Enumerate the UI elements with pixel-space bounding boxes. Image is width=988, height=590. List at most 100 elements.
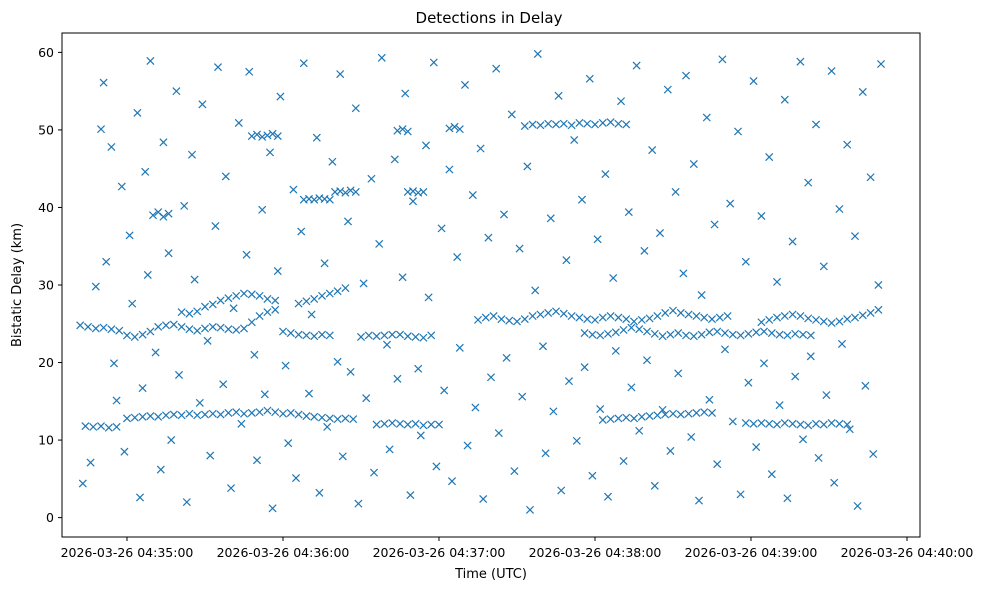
data-point	[232, 408, 241, 417]
data-point	[89, 422, 98, 431]
data-point	[476, 144, 485, 153]
data-point	[81, 422, 90, 431]
data-point	[648, 146, 657, 155]
data-point	[182, 498, 191, 507]
data-point	[671, 187, 680, 196]
data-point	[718, 55, 727, 64]
data-point	[169, 320, 178, 329]
data-point	[596, 405, 605, 414]
data-point	[601, 170, 610, 179]
data-point	[174, 370, 184, 379]
data-point	[367, 174, 376, 183]
data-point	[858, 87, 867, 96]
data-point	[528, 311, 537, 321]
data-point	[707, 315, 717, 324]
data-point	[107, 142, 116, 152]
chart-title: Detections in Delay	[416, 9, 563, 27]
data-point	[146, 327, 155, 336]
data-point	[588, 471, 597, 480]
data-point	[567, 311, 576, 321]
data-point	[642, 356, 652, 365]
data-point	[346, 186, 355, 195]
data-point	[203, 336, 212, 345]
data-point	[125, 231, 134, 240]
data-point	[161, 411, 171, 420]
data-point	[346, 367, 355, 376]
data-point	[866, 308, 875, 317]
data-point	[866, 173, 875, 182]
data-point	[759, 359, 769, 368]
data-point	[216, 410, 225, 419]
data-point	[359, 279, 368, 288]
data-point	[427, 331, 436, 340]
data-point	[788, 419, 797, 428]
data-point	[120, 447, 129, 456]
data-point	[307, 310, 316, 319]
data-point	[850, 313, 860, 322]
data-point	[411, 332, 420, 341]
data-point	[804, 178, 813, 187]
data-point	[115, 326, 124, 335]
data-point	[429, 58, 438, 67]
x-tick-label: 2026-03-26 04:36:00	[217, 545, 350, 560]
data-point	[112, 396, 121, 405]
data-point	[146, 56, 155, 65]
data-point	[167, 436, 176, 445]
data-point	[544, 308, 553, 317]
data-point	[265, 148, 275, 157]
data-point	[247, 290, 256, 299]
data-point	[622, 315, 631, 324]
plot-area	[61, 32, 921, 538]
data-point	[580, 363, 589, 372]
data-point	[874, 305, 883, 314]
data-point	[421, 141, 431, 150]
data-point	[541, 449, 550, 458]
data-point	[791, 329, 800, 338]
data-point	[666, 446, 675, 455]
data-point	[819, 262, 828, 271]
data-point	[575, 118, 584, 127]
data-point	[835, 317, 844, 326]
data-point	[653, 311, 662, 321]
data-point	[190, 275, 199, 284]
data-point	[843, 140, 852, 149]
data-point	[200, 324, 210, 333]
data-point	[312, 133, 321, 142]
data-point	[775, 330, 784, 339]
data-point	[749, 77, 758, 86]
data-point	[302, 297, 311, 306]
data-point	[705, 395, 714, 404]
data-point	[333, 415, 342, 424]
data-point	[380, 419, 389, 428]
data-point	[76, 321, 85, 330]
data-point	[237, 419, 246, 428]
data-point	[325, 195, 334, 204]
data-point	[637, 315, 646, 324]
data-point	[749, 419, 758, 428]
data-point	[234, 118, 243, 127]
data-point	[481, 313, 490, 322]
data-point	[258, 132, 267, 141]
data-point	[393, 126, 402, 135]
data-point	[658, 405, 667, 414]
data-point	[780, 311, 789, 321]
data-point	[609, 273, 618, 283]
data-point	[577, 195, 587, 204]
data-point	[603, 492, 613, 501]
data-point	[681, 71, 691, 80]
data-point	[437, 224, 446, 233]
data-point	[837, 339, 847, 348]
data-point	[221, 172, 230, 181]
data-point	[645, 314, 654, 323]
data-point	[375, 239, 384, 248]
data-point	[193, 307, 202, 316]
data-point	[91, 282, 100, 291]
data-point	[757, 211, 766, 221]
data-point	[830, 478, 839, 487]
data-point	[268, 129, 277, 138]
y-tick-label: 0	[46, 510, 54, 525]
data-point	[780, 418, 789, 428]
data-point	[518, 392, 527, 401]
data-point	[674, 369, 683, 378]
data-point	[788, 237, 797, 246]
